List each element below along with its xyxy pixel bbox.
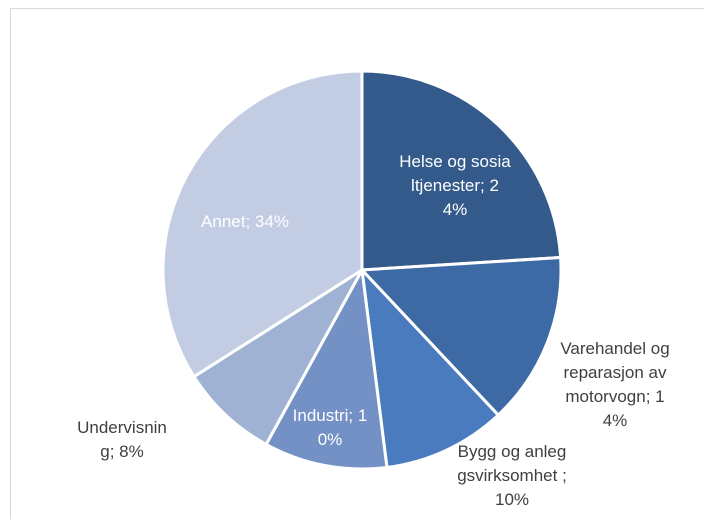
- pie-slice: [161, 69, 364, 379]
- slice-label: Undervisning; 8%: [77, 418, 167, 461]
- slice-label: Varehandel og reparasjon av motorvogn; 1…: [560, 339, 670, 430]
- slice-label: Bygg og anleggsvirksomhet ; 10%: [457, 442, 567, 509]
- slice-label: Industri; 10%: [292, 406, 368, 449]
- pie-slice: [359, 265, 501, 470]
- slice-label: Annet; 34%: [201, 212, 289, 231]
- pie-slice: [191, 268, 364, 447]
- pie-slice: [358, 255, 563, 418]
- pie-slice: [360, 69, 563, 272]
- slice-label: Helse og sosialtjenester; 24%: [399, 152, 511, 219]
- pie-slice: [264, 265, 389, 471]
